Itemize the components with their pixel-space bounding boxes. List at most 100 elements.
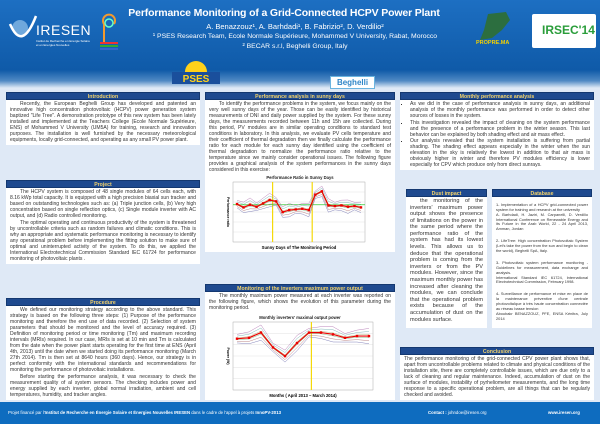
series-line — [236, 196, 362, 218]
section-heading: Project — [6, 179, 200, 188]
inverter-power-chart: Months ( April 2013 – March 2014) Power (… — [226, 321, 374, 398]
reference-item: 1- Implementation of a HCPV grid-connect… — [496, 201, 588, 232]
procedure-text: We defined our monitoring strategy accor… — [10, 307, 196, 373]
reference-item: 4- Surveillance de performance et mise e… — [496, 291, 588, 321]
contact-email[interactable]: johndoe@iresen.org — [447, 410, 487, 415]
pses-logo-text: PSES — [183, 74, 210, 85]
section-heading: Procedure — [6, 298, 200, 306]
data-point — [346, 205, 350, 208]
project-text: The optimal operating and continuous pro… — [10, 219, 196, 262]
section-heading: Monthly performance analysis — [400, 92, 594, 100]
reference-item: 3- Photovoltaic system performance monit… — [496, 259, 588, 285]
series-line — [236, 336, 370, 363]
data-point — [294, 208, 297, 211]
propre-ma-logo: PROPRE.MA — [466, 10, 530, 50]
series-line — [236, 185, 362, 208]
data-point — [319, 331, 323, 334]
section-heading: Database — [492, 188, 592, 197]
affiliation-2: ² BECAR s.r.l, Beghelli Group, Italy — [242, 43, 348, 50]
poster-title: Performance Monitoring of a Grid-Connect… — [128, 7, 440, 19]
chart-title: Monthly inverters' maximal output power — [259, 315, 341, 320]
inverters-text: The monthly maximum power measured at ea… — [209, 293, 391, 311]
header-wave — [0, 70, 600, 88]
beghelli-logo: Beghelli — [330, 76, 375, 89]
iresen-logo: IRESEN Institut de Recherche en Energie … — [8, 12, 91, 54]
chart-title: Performance Ratio in Sunny Days — [266, 175, 334, 180]
performance-ratio-chart: Sunny Days of The Monitoring Period Perfo… — [226, 181, 366, 250]
data-point — [255, 205, 258, 208]
series-line — [236, 334, 370, 360]
data-point — [367, 334, 371, 338]
section-heading: Dust impact — [406, 188, 487, 197]
series-line — [236, 330, 370, 356]
data-point — [327, 204, 330, 207]
data-point — [235, 337, 239, 340]
x-axis-label: Sunny Days of The Monitoring Period — [262, 245, 337, 250]
funding-note: Projet financé par l'Institut de Recherc… — [8, 410, 281, 415]
data-point — [359, 206, 363, 209]
section-heading: Monitoring of the inverters maximum powe… — [205, 284, 395, 292]
x-axis-label: Months ( April 2013 – March 2014) — [269, 393, 337, 398]
inverters-section: Monitoring of the inverters maximum powe… — [205, 284, 395, 400]
monthly-item: Our analysis revealed that the system in… — [410, 138, 590, 168]
series-line — [236, 194, 362, 216]
website-link[interactable]: www.iresen.org — [548, 410, 580, 415]
sunny-days-section: Performance analysis in sunny days To id… — [205, 92, 395, 252]
pses-logo: PSES — [168, 60, 224, 88]
data-point — [320, 190, 324, 193]
monthly-section: Monthly performance analysis As we did i… — [400, 92, 594, 170]
section-heading: Introduction — [6, 92, 200, 100]
sunny-days-text: To identify the performance problems in … — [209, 101, 391, 173]
data-point — [288, 208, 291, 212]
dust-impact-section: Dust impact the monitoring of the invert… — [406, 188, 487, 328]
data-point — [295, 341, 299, 345]
introduction-section: Introduction Recently, the European Begh… — [6, 92, 200, 145]
y-axis-label: Performance ratio — [226, 197, 230, 227]
intro-text: Recently, the European Beghelli Group ha… — [10, 101, 196, 143]
conclusion-section: Conclusion The performance monitoring of… — [400, 347, 594, 400]
authors: A. Benazzouz¹, A. Barhdadi¹, B. Fabrizio… — [206, 22, 384, 31]
series-line — [236, 331, 369, 357]
series-line — [236, 324, 370, 351]
middle-column: Performance analysis in sunny days To id… — [205, 92, 395, 400]
monthly-item: This investigation revealed the impact o… — [410, 120, 590, 138]
data-point — [343, 336, 347, 340]
section-heading: Conclusion — [400, 347, 594, 355]
data-point — [268, 198, 271, 202]
y-axis-label: Power (W) — [226, 347, 230, 364]
data-point — [248, 203, 252, 206]
data-point — [281, 210, 284, 214]
data-point — [314, 193, 317, 196]
series-line — [236, 187, 362, 210]
database-section: Database 1- Implementation of a HCPV gri… — [492, 188, 592, 328]
data-point — [283, 354, 287, 358]
data-point — [271, 346, 275, 349]
series-line — [236, 327, 370, 353]
data-point — [259, 331, 263, 334]
project-section: Project The HCPV system is composed of 4… — [6, 179, 200, 264]
irsec-logo: IRSEC'14 — [532, 14, 596, 48]
procedure-section: Procedure We defined our monitoring stra… — [6, 298, 200, 400]
right-column: Monthly performance analysis As we did i… — [400, 92, 594, 400]
reference-item: 2- LifeTree: High concentration Photovol… — [496, 238, 588, 253]
poster-header: IRESEN Institut de Recherche en Energie … — [0, 0, 600, 88]
monthly-item: As we did in the case of performance ana… — [410, 101, 590, 119]
data-point — [247, 336, 251, 340]
section-heading: Performance analysis in sunny days — [205, 92, 395, 100]
left-column: Introduction Recently, the European Begh… — [6, 92, 200, 400]
procedure-text: Before starting the performance analysis… — [10, 374, 196, 398]
conclusion-text: The performance monitoring of the grid-c… — [404, 356, 590, 398]
data-point — [355, 334, 359, 338]
data-point — [331, 333, 335, 336]
data-point — [307, 331, 311, 334]
data-point — [301, 207, 304, 210]
poster-footer: Projet financé par l'Institut de Recherc… — [0, 402, 600, 424]
dust-database-row: Dust impact the monitoring of the invert… — [400, 188, 594, 328]
data-point — [307, 208, 310, 212]
ens-logo — [94, 12, 122, 50]
series-line — [236, 333, 370, 358]
project-text: The HCPV system is composed of 48 single… — [10, 188, 196, 219]
affiliation-1: ¹ PSES Research Team, Ecole Normale Supé… — [152, 33, 438, 40]
contact: Contact : johndoe@iresen.org — [428, 410, 487, 415]
data-point — [340, 204, 343, 207]
